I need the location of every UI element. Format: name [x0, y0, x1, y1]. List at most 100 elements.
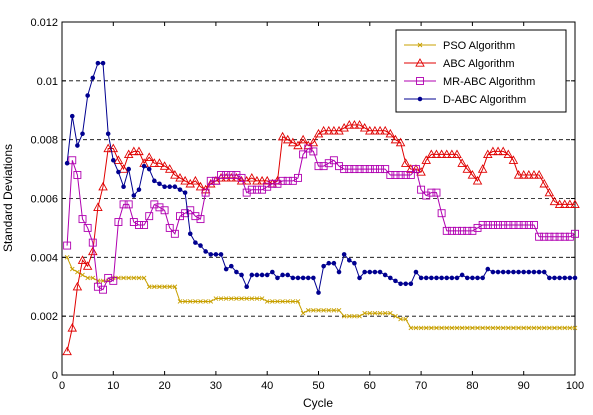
data-point [413, 325, 419, 331]
data-point [319, 162, 328, 171]
y-tick-label: 0.01 [37, 76, 58, 88]
data-point [511, 269, 516, 275]
data-point [423, 275, 429, 281]
data-point [422, 191, 431, 200]
data-point [412, 165, 420, 174]
series-3 [64, 60, 578, 295]
data-point [372, 269, 378, 275]
data-point [382, 272, 388, 278]
data-point [295, 275, 301, 281]
data-point [80, 131, 85, 137]
data-point [398, 316, 403, 322]
x-tick-label: 100 [566, 380, 584, 392]
data-point [495, 325, 501, 331]
data-point [524, 170, 534, 179]
x-tick-label: 40 [261, 380, 273, 392]
data-point [562, 275, 568, 281]
data-point [360, 165, 369, 174]
data-point [439, 325, 444, 331]
data-point [181, 209, 190, 218]
data-point [99, 285, 107, 294]
data-point [447, 149, 457, 159]
data-point [283, 176, 292, 185]
data-point [290, 275, 296, 281]
data-point [300, 310, 306, 316]
data-point [544, 187, 555, 197]
data-point [113, 155, 124, 164]
data-point [196, 215, 205, 224]
data-point [285, 299, 291, 304]
x-tick-label: 30 [210, 380, 222, 392]
data-point [73, 171, 82, 179]
data-point [490, 325, 496, 331]
data-point [280, 299, 285, 304]
data-point [187, 299, 193, 304]
data-point [437, 209, 446, 218]
data-point [316, 290, 321, 295]
data-point [336, 269, 342, 275]
data-point [427, 188, 436, 197]
x-tick-label: 80 [466, 380, 478, 392]
legend-marker [417, 96, 423, 102]
data-point [531, 325, 537, 331]
data-point [69, 113, 75, 119]
data-point [121, 275, 126, 281]
data-point [270, 269, 275, 275]
data-point [359, 122, 370, 132]
y-tick-label: 0 [52, 370, 58, 382]
data-point [218, 296, 224, 301]
data-point [464, 275, 470, 281]
data-point [277, 131, 288, 141]
data-point [357, 275, 362, 281]
data-point [232, 171, 241, 179]
data-point [82, 261, 93, 270]
data-point [514, 221, 523, 229]
data-point [187, 231, 193, 237]
y-tick-label: 0.002 [30, 311, 58, 323]
data-point [457, 158, 467, 167]
data-point [452, 149, 462, 159]
data-point [172, 284, 178, 290]
data-point [249, 296, 255, 301]
legend-marker [415, 58, 425, 67]
data-point [275, 275, 280, 281]
data-point [335, 162, 343, 171]
data-point [203, 249, 208, 254]
data-point [376, 165, 385, 174]
data-point [536, 325, 542, 331]
data-point [390, 134, 401, 144]
data-point [511, 325, 516, 331]
data-point [321, 307, 326, 313]
data-point [318, 125, 329, 135]
data-point [365, 125, 375, 135]
data-point [498, 146, 508, 156]
series-line [66, 62, 575, 295]
data-point [554, 199, 565, 209]
data-point [157, 284, 162, 290]
data-point [300, 275, 306, 281]
data-point [526, 269, 532, 275]
data-point [539, 178, 549, 188]
data-point [477, 164, 488, 173]
data-point [252, 175, 262, 185]
data-point [258, 185, 267, 194]
data-point [264, 272, 270, 278]
data-point [367, 269, 373, 275]
data-point [64, 255, 70, 260]
data-point [308, 137, 319, 147]
data-point [508, 155, 519, 164]
data-point [309, 147, 318, 156]
data-point [85, 93, 90, 98]
data-point [223, 296, 229, 301]
data-point [413, 269, 419, 275]
data-point [441, 149, 452, 159]
data-point [442, 226, 451, 235]
data-point [93, 202, 103, 211]
y-axis-label: Standard Deviations [1, 144, 15, 252]
data-point [367, 310, 373, 316]
data-point [282, 134, 293, 144]
data-point [536, 269, 542, 275]
data-point [234, 296, 239, 301]
data-point [111, 157, 116, 163]
axis-ticks: 0 0.002 0.004 0.006 0.008 0.01 0.012 0 10 20 30 40 5… [30, 17, 584, 392]
